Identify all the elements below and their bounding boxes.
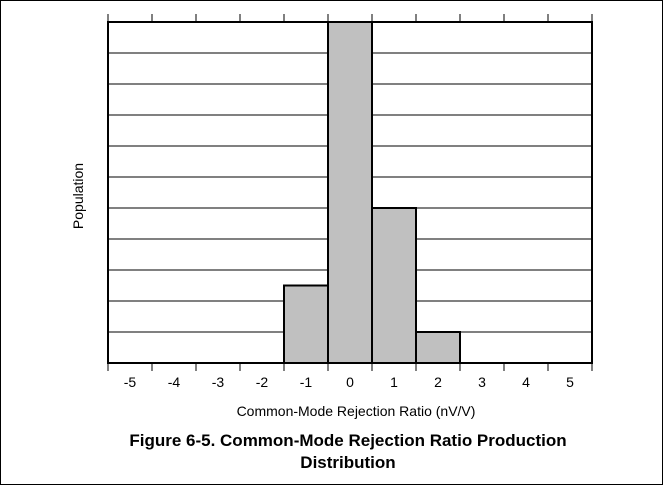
x-tick-label: 4 — [522, 374, 530, 390]
x-tick-label: 3 — [478, 374, 486, 390]
ticks — [107, 14, 593, 371]
bar--1 — [283, 284, 329, 364]
bar-0 — [327, 21, 373, 364]
figure-caption-line-1: Figure 6-5. Common-Mode Rejection Ratio … — [129, 431, 566, 450]
x-tick-label: -2 — [256, 374, 269, 390]
x-tick-label: 5 — [566, 374, 574, 390]
x-tick-label: 0 — [346, 374, 354, 390]
bar-1 — [371, 207, 417, 364]
x-tick-label: 2 — [434, 374, 442, 390]
x-tick-label: -4 — [168, 374, 181, 390]
figure-caption-line-2: Distribution — [300, 453, 395, 472]
y-axis-label: Population — [70, 163, 86, 229]
x-tick-label: -3 — [212, 374, 225, 390]
bars — [283, 21, 461, 364]
x-tick-label: 1 — [390, 374, 398, 390]
tick-labels: -5 -4 -3 -2 -1 0 1 2 3 4 5 — [124, 374, 574, 390]
bar-2 — [415, 331, 461, 364]
x-axis-label: Common-Mode Rejection Ratio (nV/V) — [237, 403, 476, 419]
x-tick-label: -5 — [124, 374, 137, 390]
plot-border — [107, 21, 593, 364]
x-tick-label: -1 — [300, 374, 313, 390]
